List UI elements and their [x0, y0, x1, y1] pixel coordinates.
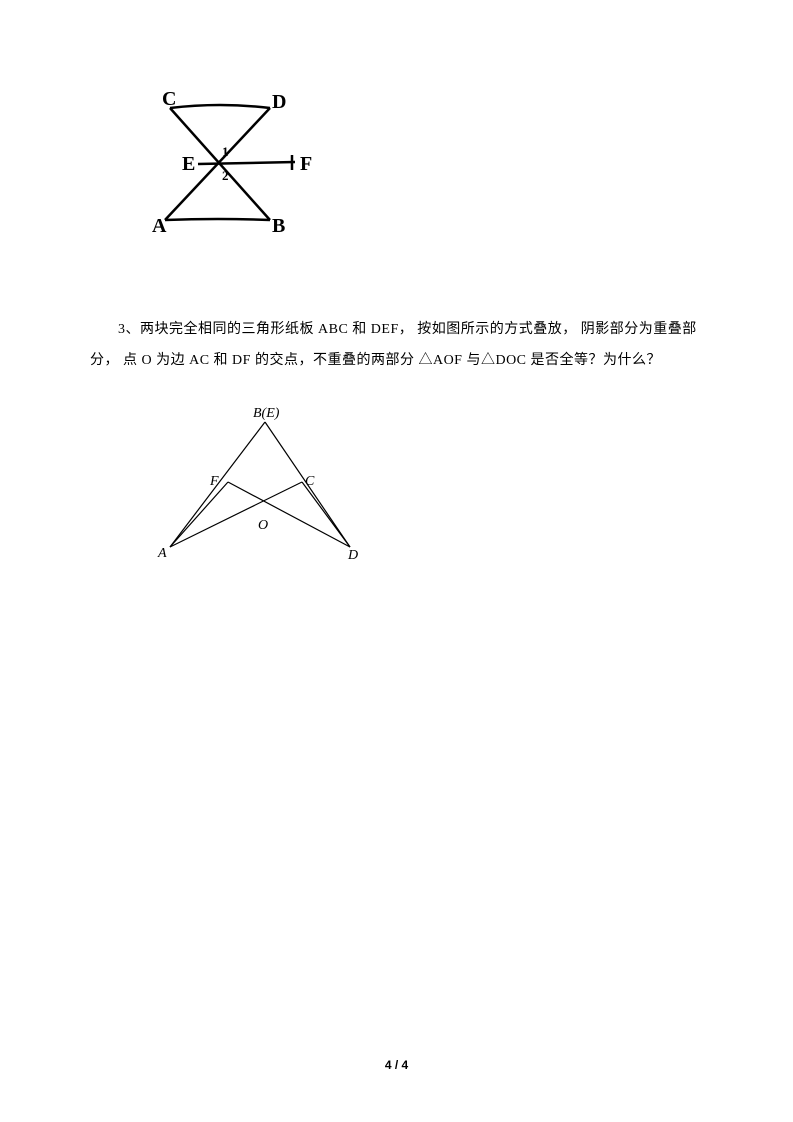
label-angle1: 1	[222, 144, 229, 159]
figure-2-triangles: B(E) F C O A D	[150, 407, 703, 582]
label-a: A	[152, 215, 167, 237]
label-f: F	[300, 153, 312, 175]
label-be: B(E)	[253, 407, 280, 421]
label-angle2: 2	[222, 168, 229, 183]
label-o: O	[258, 518, 268, 533]
label-c: C	[162, 90, 176, 110]
label-d2: D	[347, 548, 358, 563]
label-f2: F	[209, 474, 219, 489]
label-a2: A	[157, 546, 167, 561]
page-number: 4 / 4	[0, 1058, 793, 1072]
label-e: E	[182, 153, 195, 175]
question-3-text: 3、两块完全相同的三角形纸板 ABC 和 DEF， 按如图所示的方式叠放， 阴影…	[90, 315, 703, 377]
label-b: B	[272, 215, 285, 237]
label-c2: C	[305, 474, 315, 489]
label-d: D	[272, 91, 286, 113]
figure-1-bowtie: C D E F A B 1 2	[140, 90, 703, 255]
